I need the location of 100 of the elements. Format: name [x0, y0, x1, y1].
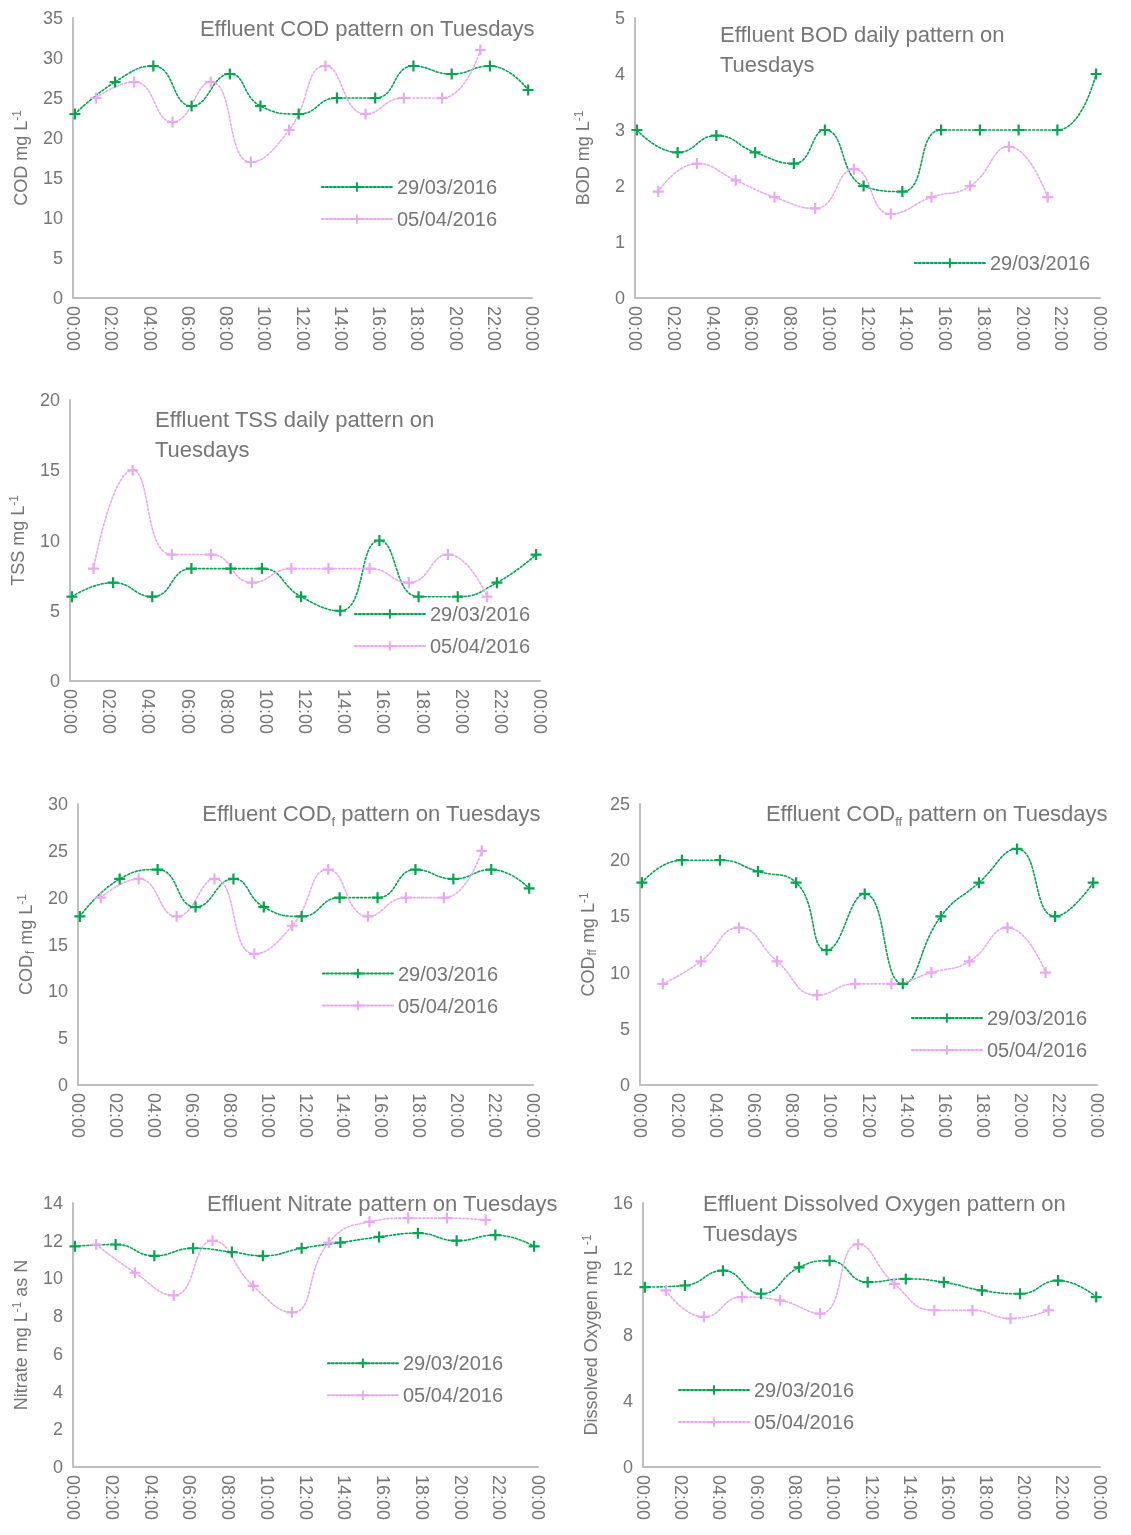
y-tick-label: 14 — [42, 1193, 63, 1213]
y-tick-label: 8 — [52, 1306, 63, 1327]
text: Effluent TSS daily pattern on Tuesdays — [155, 406, 441, 462]
point — [190, 901, 202, 913]
x-tick-label: 02:00 — [663, 306, 684, 352]
point — [774, 1294, 786, 1306]
x-tick-label: 18:00 — [975, 1475, 996, 1521]
legend-label: 29/03/2016 — [402, 1352, 504, 1375]
point — [114, 873, 126, 885]
point — [925, 967, 937, 979]
point — [730, 174, 742, 186]
y-tick-label: 30 — [42, 48, 63, 68]
x-tick-label: 06:00 — [747, 1475, 768, 1521]
y-tick-label: 0 — [57, 1075, 68, 1095]
x-tick-label: 04:00 — [706, 1093, 727, 1139]
point — [451, 1235, 463, 1247]
point — [400, 892, 412, 904]
point — [885, 208, 897, 220]
point — [285, 563, 297, 575]
x-tick-label: 16:00 — [937, 1475, 958, 1521]
point — [74, 910, 86, 922]
point — [171, 910, 183, 922]
x-tick-label: 20:00 — [451, 689, 472, 735]
point — [691, 158, 703, 170]
point — [679, 1280, 691, 1291]
point — [474, 44, 486, 56]
point — [636, 877, 648, 889]
x-tick-label: 04:00 — [138, 689, 159, 735]
point — [859, 888, 871, 900]
point — [897, 978, 909, 990]
legend-label: 05/04/2016 — [402, 1384, 504, 1407]
x-tick-label: 08:00 — [219, 1093, 240, 1139]
point — [323, 1237, 335, 1249]
x-tick-label: 12:00 — [858, 1093, 879, 1139]
x-tick-label: 16:00 — [934, 1093, 955, 1139]
point — [403, 577, 415, 589]
point — [530, 549, 542, 561]
y-axis-title: CODff mg L-1 — [577, 892, 599, 997]
x-tick-label: 20:00 — [447, 1093, 468, 1139]
y-tick-label: 10 — [42, 1268, 63, 1289]
point — [819, 124, 831, 136]
y-tick-label: 10 — [42, 208, 63, 228]
point — [1013, 124, 1025, 136]
x-tick-label: 18:00 — [412, 689, 433, 735]
point — [790, 877, 802, 889]
x-tick-label: 04:00 — [139, 306, 160, 352]
legend-label: 29/03/2016 — [754, 1379, 855, 1401]
point — [973, 877, 985, 889]
point — [69, 108, 81, 120]
y-axis-title: Dissolved Oxygen mg L-1 — [580, 1234, 601, 1436]
y-tick-label: 25 — [609, 794, 630, 814]
x-tick-label: 04:00 — [140, 1475, 161, 1521]
point — [369, 92, 381, 104]
point — [1042, 191, 1054, 203]
point — [771, 955, 783, 967]
y-tick-label: 1 — [614, 232, 625, 252]
point — [935, 910, 947, 922]
point — [974, 124, 986, 136]
point — [88, 563, 99, 575]
x-tick-label: 14:00 — [333, 1093, 354, 1139]
point — [226, 1246, 238, 1258]
point — [736, 1291, 748, 1303]
point — [334, 1237, 346, 1249]
point — [186, 100, 198, 112]
point — [858, 180, 870, 192]
point — [1003, 141, 1015, 153]
point — [631, 124, 643, 136]
point — [476, 845, 488, 857]
x-tick-label: 02:00 — [668, 1093, 689, 1139]
legend-label: 29/03/2016 — [396, 176, 498, 198]
point — [295, 591, 307, 603]
point — [66, 591, 78, 603]
x-tick-label: 14:00 — [899, 1475, 920, 1521]
y-tick-label: 20 — [39, 390, 60, 410]
point — [205, 76, 217, 88]
point — [788, 158, 800, 170]
legend-label: 05/04/2016 — [396, 208, 498, 230]
point — [360, 108, 372, 120]
point — [373, 535, 385, 546]
point — [248, 948, 260, 960]
x-tick-label: 06:00 — [177, 306, 198, 352]
point — [1051, 124, 1063, 136]
point — [657, 978, 669, 990]
point — [752, 865, 764, 877]
point — [925, 191, 937, 203]
y-tick-label: 10 — [609, 962, 630, 983]
y-axis-title: BOD mg L-1 — [572, 110, 593, 206]
point — [442, 549, 454, 561]
point — [1040, 967, 1052, 979]
point — [286, 1306, 298, 1318]
y-tick-label: 25 — [47, 840, 68, 861]
point — [441, 1212, 453, 1224]
point — [672, 146, 684, 158]
y-tick-label: 4 — [52, 1381, 63, 1402]
x-tick-label: 20:00 — [1012, 306, 1033, 352]
point — [110, 1238, 122, 1250]
x-tick-label: 10:00 — [256, 1475, 277, 1521]
point — [896, 186, 908, 198]
point — [90, 92, 102, 104]
point — [334, 892, 346, 904]
